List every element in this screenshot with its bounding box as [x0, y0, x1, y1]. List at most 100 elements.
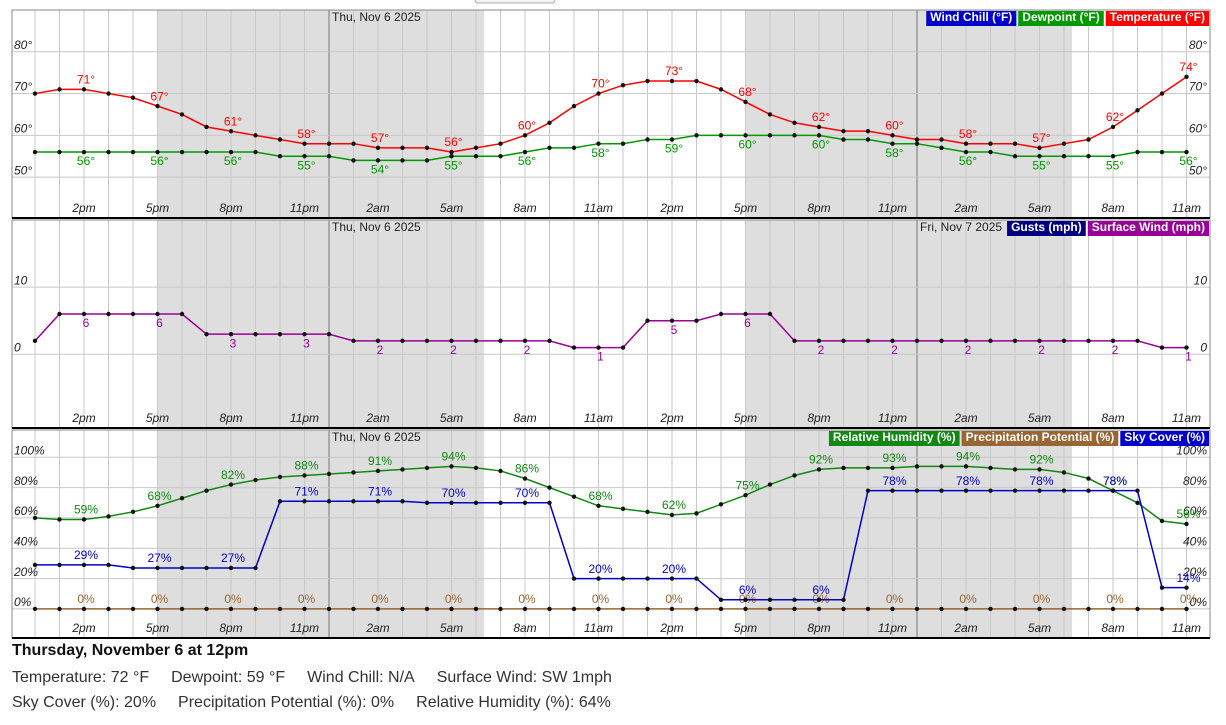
- data-point: [106, 606, 111, 612]
- value-label: 2: [377, 343, 384, 357]
- data-point: [424, 158, 430, 163]
- value-label: 20%: [588, 562, 612, 576]
- data-point: [865, 465, 871, 471]
- x-tick-label: 5am: [440, 201, 463, 215]
- value-label: 78%: [1103, 474, 1127, 488]
- value-label: 93%: [882, 451, 906, 465]
- value-label: 56°: [959, 154, 977, 168]
- data-point: [694, 511, 699, 516]
- value-label: 68%: [588, 489, 612, 503]
- value-label: 56°: [77, 154, 95, 168]
- data-point: [179, 149, 185, 155]
- data-point: [767, 311, 773, 317]
- data-point: [547, 500, 552, 505]
- data-point: [424, 606, 430, 612]
- value-label: 6: [744, 316, 751, 330]
- data-point: [669, 137, 675, 142]
- value-label: 3: [230, 336, 237, 350]
- data-point: [106, 91, 111, 96]
- data-point: [1159, 518, 1165, 524]
- data-point: [988, 338, 993, 344]
- y-tick-label: 0%: [14, 595, 32, 609]
- data-point: [1184, 74, 1189, 80]
- legend-label: Surface Wind (mph): [1092, 220, 1205, 234]
- data-point: [767, 597, 773, 603]
- value-label: 78%: [1103, 474, 1127, 488]
- value-label: 2: [891, 343, 898, 357]
- data-point: [155, 606, 160, 612]
- night-shading: [157, 430, 484, 638]
- x-tick-label: 8am: [1101, 621, 1124, 635]
- x-tick-label: 5am: [440, 621, 463, 635]
- data-point: [351, 158, 356, 163]
- x-tick-label: 11pm: [878, 201, 907, 215]
- data-point: [1184, 345, 1189, 350]
- x-tick-label: 11am: [584, 621, 613, 635]
- legend-box: [1120, 431, 1209, 446]
- data-point: [375, 145, 381, 151]
- data-point: [498, 468, 503, 474]
- data-point: [277, 137, 283, 142]
- data-point: [449, 464, 454, 469]
- value-label: 59%: [74, 503, 98, 517]
- value-label: 60°: [812, 138, 830, 152]
- data-point: [743, 492, 748, 498]
- data-point: [498, 500, 503, 505]
- data-point: [57, 87, 62, 92]
- data-point: [449, 338, 454, 344]
- x-tick-label: 2am: [365, 621, 389, 635]
- legend-label: Sky Cover (%): [1124, 430, 1205, 444]
- value-label: 6: [156, 316, 163, 330]
- data-point: [620, 345, 626, 350]
- data-point: [669, 318, 675, 323]
- data-point: [522, 500, 528, 505]
- data-point: [1037, 606, 1042, 612]
- y-tick-label-right: 80%: [1183, 474, 1207, 488]
- data-point: [988, 606, 993, 612]
- data-point: [1086, 154, 1091, 159]
- x-tick-label: 2pm: [659, 201, 683, 215]
- data-point: [424, 338, 430, 344]
- data-point: [81, 606, 87, 612]
- value-label: 0%: [445, 592, 463, 606]
- legend-box: [926, 11, 1017, 26]
- data-point: [32, 338, 38, 344]
- data-point: [939, 338, 944, 344]
- data-point: [914, 464, 920, 469]
- value-label: 55°: [1106, 158, 1124, 172]
- value-label: 78%: [882, 474, 906, 488]
- value-label: 57°: [1032, 131, 1050, 145]
- value-label: 0%: [77, 592, 95, 606]
- x-tick-label: 11am: [1172, 411, 1201, 425]
- data-point: [743, 606, 748, 612]
- data-point: [351, 606, 356, 612]
- data-point: [155, 149, 160, 155]
- value-label: 60°: [518, 119, 536, 133]
- y-tick-label: 70°: [14, 80, 32, 94]
- x-tick-label: 11pm: [878, 621, 907, 635]
- details-item: Temperature: 72 °F: [12, 669, 150, 686]
- data-point: [1086, 137, 1091, 142]
- y-tick-label: 40%: [14, 534, 38, 548]
- data-point: [130, 311, 136, 317]
- data-point: [718, 87, 724, 92]
- data-point: [253, 565, 258, 571]
- data-point: [914, 141, 920, 146]
- data-point: [155, 503, 160, 509]
- data-point: [669, 606, 675, 612]
- top-button[interactable]: [474, 0, 556, 4]
- data-point: [155, 565, 160, 571]
- y-tick-label-right: 10: [1194, 273, 1208, 287]
- x-tick-label: 5am: [440, 411, 463, 425]
- data-point: [473, 465, 479, 471]
- value-label: 2: [1038, 343, 1045, 357]
- value-label: 61°: [224, 114, 242, 128]
- x-tick-label: 2pm: [71, 621, 95, 635]
- value-label: 71%: [368, 484, 392, 498]
- x-tick-label: 11pm: [290, 411, 319, 425]
- y-tick-label-right: 80°: [1189, 38, 1207, 52]
- x-tick-label: 11pm: [878, 411, 907, 425]
- data-point: [81, 562, 87, 568]
- data-point: [914, 606, 920, 612]
- value-label: 94%: [956, 450, 980, 464]
